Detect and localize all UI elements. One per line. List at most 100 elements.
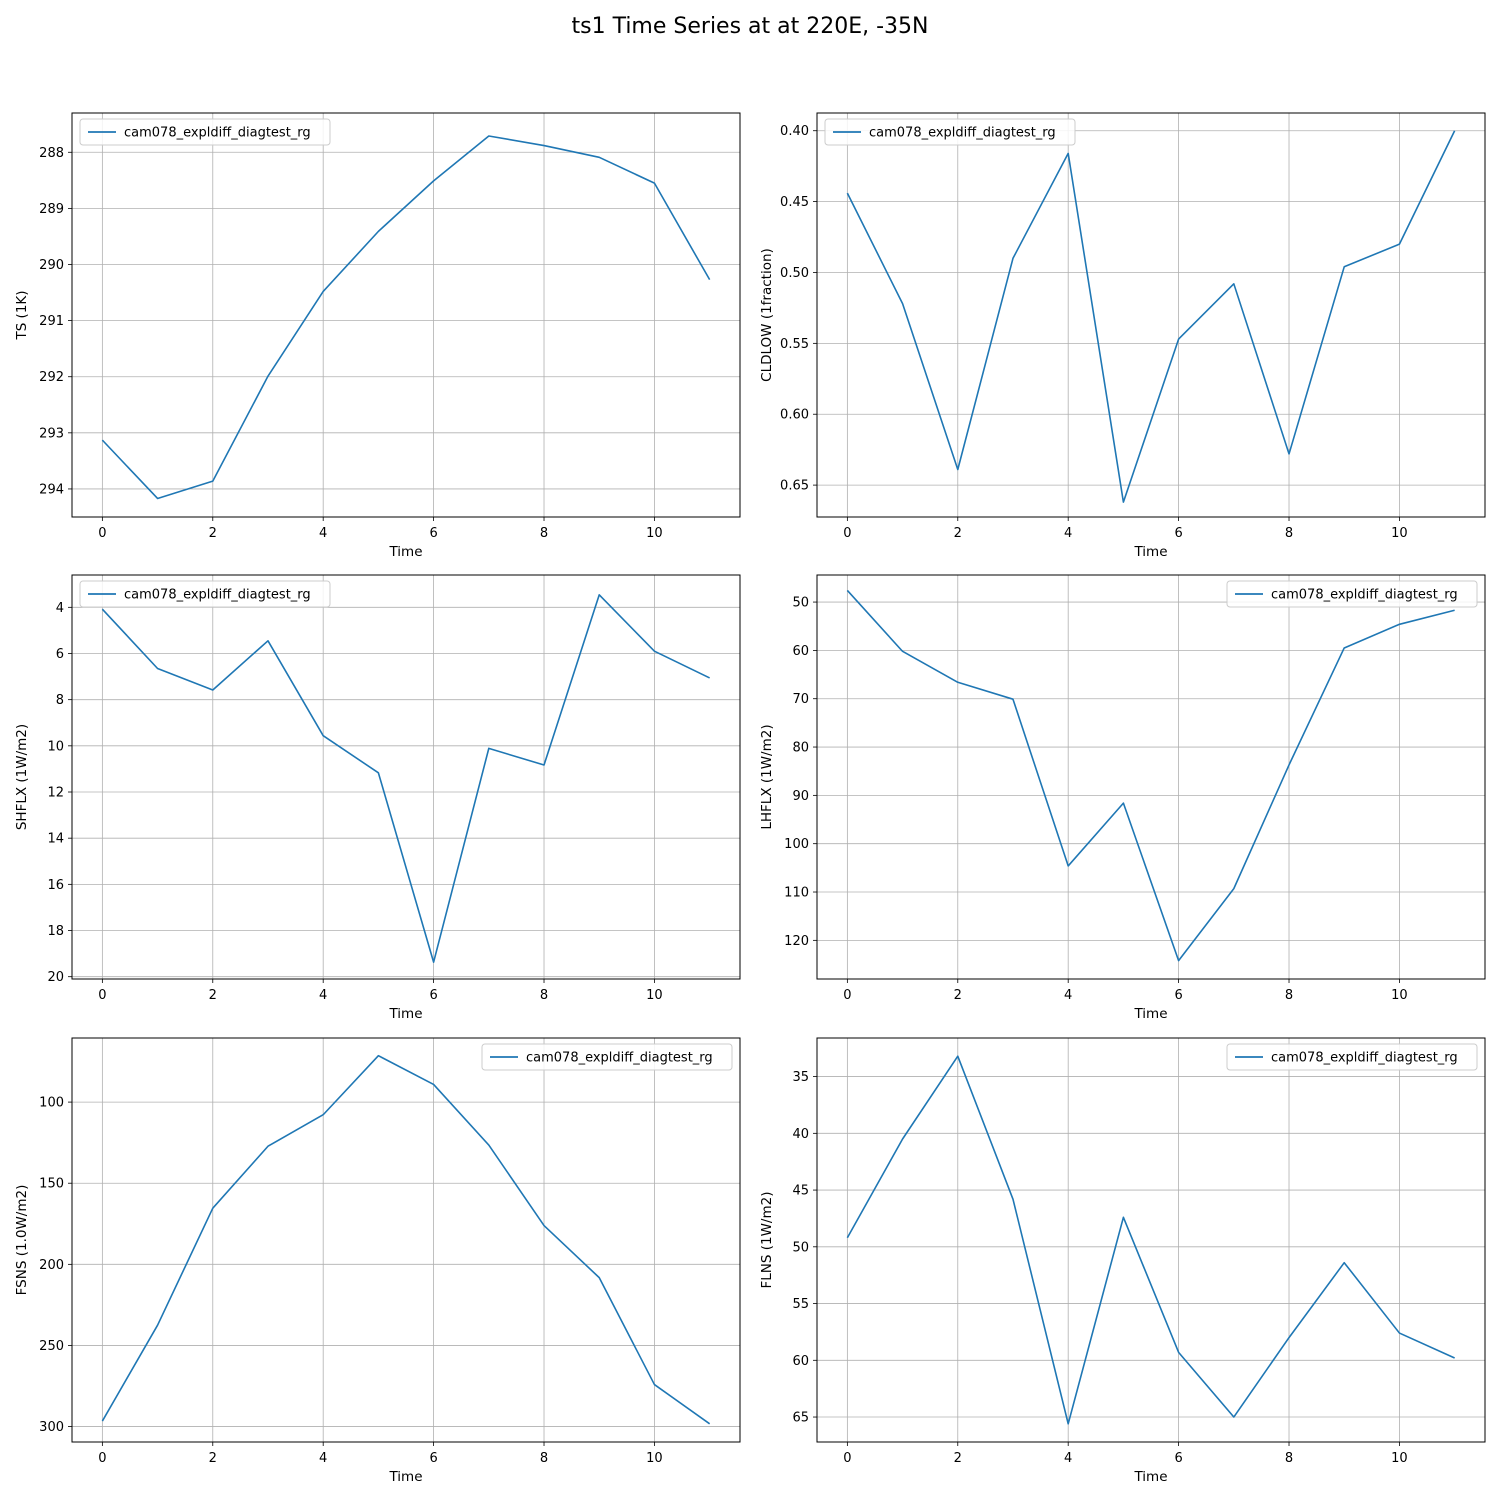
x-tick-label: 10 [1391, 526, 1408, 541]
x-tick-label: 10 [1391, 1451, 1408, 1466]
y-tick-label: 0.65 [780, 479, 809, 494]
y-tick-label: 20 [47, 970, 64, 985]
y-tick-label: 200 [39, 1258, 64, 1273]
x-tick-label: 8 [1285, 988, 1293, 1003]
x-tick-label: 6 [1174, 988, 1182, 1003]
axes-frame [71, 574, 741, 980]
y-tick-label: 35 [792, 1070, 809, 1085]
x-tick-label: 6 [1174, 526, 1182, 541]
y-tick-label: 50 [792, 596, 809, 611]
x-tick-label: 10 [646, 1451, 663, 1466]
x-axis-label: Time [388, 1006, 422, 1022]
x-tick-label: 2 [954, 988, 962, 1003]
x-tick-label: 0 [843, 1451, 851, 1466]
x-tick-label: 2 [209, 526, 217, 541]
legend: cam078_expldiff_diagtest_rg [79, 580, 331, 608]
x-tick-label: 10 [646, 526, 663, 541]
x-tick-label: 0 [98, 526, 106, 541]
x-axis-label: Time [1133, 544, 1167, 560]
y-tick-label: 110 [784, 886, 809, 901]
y-tick-label: 65 [792, 1411, 809, 1426]
y-tick-label: 0.50 [780, 266, 809, 281]
x-tick-label: 0 [98, 1451, 106, 1466]
x-tick-label: 4 [319, 988, 327, 1003]
y-tick-label: 60 [792, 644, 809, 659]
x-tick-label: 2 [954, 526, 962, 541]
y-tick-label: 0.40 [780, 124, 809, 139]
x-tick-label: 6 [429, 988, 437, 1003]
legend: cam078_expldiff_diagtest_rg [481, 1043, 733, 1071]
y-tick-label: 55 [792, 1297, 809, 1312]
y-tick-label: 12 [47, 786, 64, 801]
y-tick-label: 0.55 [780, 337, 809, 352]
y-tick-label: 18 [47, 924, 64, 939]
y-tick-label: 290 [39, 258, 64, 273]
legend-label: cam078_expldiff_diagtest_rg [124, 588, 311, 603]
legend-box [1226, 580, 1478, 608]
y-tick-label: 8 [56, 693, 64, 708]
y-tick-label: 288 [39, 146, 64, 161]
x-tick-label: 8 [540, 988, 548, 1003]
x-tick-label: 10 [1391, 988, 1408, 1003]
y-tick-label: 100 [39, 1096, 64, 1111]
x-tick-label: 2 [209, 1451, 217, 1466]
y-tick-label: 300 [39, 1420, 64, 1435]
x-tick-label: 10 [646, 988, 663, 1003]
legend-label: cam078_expldiff_diagtest_rg [1271, 588, 1458, 603]
y-tick-label: 292 [39, 370, 64, 385]
y-tick-label: 4 [56, 601, 64, 616]
x-tick-label: 4 [1064, 988, 1072, 1003]
axes-frame [71, 112, 741, 518]
legend-label: cam078_expldiff_diagtest_rg [526, 1051, 713, 1066]
axes-frame [71, 1037, 741, 1443]
y-tick-label: 14 [47, 832, 64, 847]
x-tick-label: 8 [540, 1451, 548, 1466]
x-axis-label: Time [1133, 1006, 1167, 1022]
x-tick-label: 0 [843, 526, 851, 541]
y-axis-label: SHFLX (1W/m2) [14, 724, 30, 830]
y-tick-label: 45 [792, 1184, 809, 1199]
x-tick-label: 2 [209, 988, 217, 1003]
x-axis-label: Time [388, 544, 422, 560]
x-tick-label: 4 [1064, 1451, 1072, 1466]
series-line [101, 594, 710, 963]
y-tick-label: 294 [39, 482, 64, 497]
series-line [846, 1055, 1455, 1425]
x-tick-label: 2 [954, 1451, 962, 1466]
subplot-3: 0 2 4 6 8 10 4 6 8 10 12 14 16 18 20 Time SHFLX (1W/m2) c… [14, 574, 741, 1022]
y-tick-label: 289 [39, 202, 64, 217]
legend: cam078_expldiff_diagtest_rg [1226, 1043, 1478, 1071]
y-axis-label: FLNS (1W/m2) [759, 1191, 775, 1288]
x-tick-label: 6 [429, 1451, 437, 1466]
y-tick-label: 291 [39, 314, 64, 329]
y-tick-label: 10 [47, 739, 64, 754]
legend: cam078_expldiff_diagtest_rg [79, 118, 331, 146]
y-axis-label: LHFLX (1W/m2) [759, 724, 775, 829]
y-tick-label: 40 [792, 1127, 809, 1142]
x-tick-label: 6 [1174, 1451, 1182, 1466]
legend: cam078_expldiff_diagtest_rg [824, 118, 1076, 146]
x-tick-label: 8 [1285, 526, 1293, 541]
y-axis-label: CLDLOW (1fraction) [759, 248, 775, 382]
axes-frame [816, 574, 1486, 980]
axes-frame [816, 112, 1486, 518]
y-tick-label: 70 [792, 692, 809, 707]
axes-frame [816, 1037, 1486, 1443]
legend-box [79, 118, 331, 146]
y-tick-label: 0.45 [780, 195, 809, 210]
series-line [101, 1054, 711, 1425]
x-tick-label: 8 [540, 526, 548, 541]
subplot-2: 0 2 4 6 8 10 0.40 0.45 0.50 0.55 0.60 0.65 Time CLDLO… [759, 112, 1486, 560]
y-tick-label: 50 [792, 1240, 809, 1255]
subplot-6: 0 2 4 6 8 10 35 40 45 50 55 60 65 Time FLNS (1W/m2) cam… [759, 1037, 1486, 1485]
x-tick-label: 4 [319, 526, 327, 541]
y-tick-label: 120 [784, 934, 809, 949]
y-tick-label: 90 [792, 789, 809, 804]
x-axis-label: Time [388, 1469, 422, 1485]
x-tick-label: 4 [319, 1451, 327, 1466]
y-tick-label: 80 [792, 741, 809, 756]
x-axis-label: Time [1133, 1469, 1167, 1485]
x-tick-label: 0 [843, 988, 851, 1003]
x-tick-label: 4 [1064, 526, 1072, 541]
